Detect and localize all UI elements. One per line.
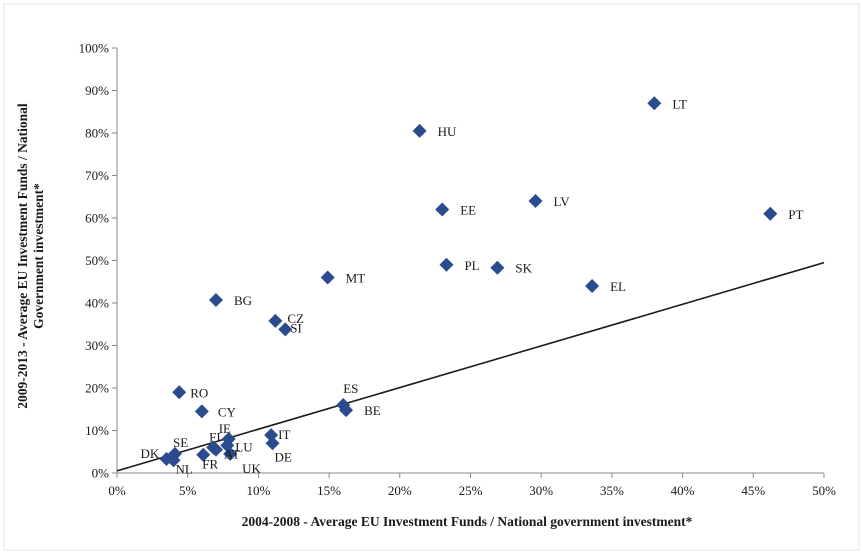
point-label-it: IT — [278, 427, 290, 442]
point-marker-cz — [268, 313, 283, 328]
y-tick-label: 10% — [85, 423, 109, 438]
point-marker-cy — [194, 404, 209, 419]
point-marker-de — [265, 436, 280, 451]
x-tick-label: 35% — [600, 483, 624, 498]
y-tick-label: 60% — [85, 211, 109, 226]
point-label-ie: IE — [219, 421, 231, 436]
point-label-ro: RO — [190, 385, 208, 400]
trendline-group — [116, 261, 825, 472]
point-label-es: ES — [343, 381, 358, 396]
point-label-cy: CY — [218, 404, 237, 419]
x-tick-label: 15% — [317, 483, 341, 498]
x-tick-label: 0% — [108, 483, 126, 498]
point-label-uk: UK — [242, 461, 261, 476]
point-label-mt: MT — [346, 271, 366, 286]
y-tick-label: 30% — [85, 338, 109, 353]
point-label-pl: PL — [464, 258, 479, 273]
y-tick-label: 100% — [79, 41, 110, 56]
point-label-nl: NL — [176, 461, 193, 476]
point-marker-uk — [223, 446, 238, 461]
x-tick-label: 10% — [246, 483, 270, 498]
point-label-el: EL — [610, 279, 626, 294]
point-marker-ee — [435, 202, 450, 217]
axes-group: 0% 10% 20% 30% 40% 50% 60% 70% 80% 90% 100% 0% 5% 10%… — [79, 41, 836, 499]
point-label-de: DE — [275, 449, 292, 464]
point-label-dk: DK — [140, 446, 159, 461]
y-axis-title-line1: 2009-2013 - Average EU Investment Funds … — [15, 103, 30, 409]
point-marker-at — [208, 442, 223, 457]
point-marker-fr — [196, 447, 211, 462]
point-label-hu: HU — [438, 124, 457, 139]
point-label-fi: FI — [209, 430, 221, 445]
point-marker-sk — [490, 260, 505, 275]
point-label-ee: EE — [460, 203, 476, 218]
y-tick-label: 0% — [92, 466, 110, 481]
point-label-pt: PT — [788, 207, 803, 222]
y-tick-label: 90% — [85, 83, 109, 98]
point-marker-ro — [172, 385, 187, 400]
point-label-sk: SK — [515, 261, 532, 276]
point-label-lt: LT — [672, 96, 687, 111]
point-label-lv: LV — [554, 194, 571, 209]
y-tick-label: 50% — [85, 253, 109, 268]
point-label-si: SI — [290, 320, 302, 335]
point-label-lu: LU — [235, 439, 253, 454]
point-label-se: SE — [173, 435, 188, 450]
x-axis-title: 2004-2008 - Average EU Investment Funds … — [242, 514, 693, 529]
point-label-cz: CZ — [287, 311, 304, 326]
point-label-be: BE — [364, 403, 381, 418]
point-marker-el — [585, 279, 600, 293]
x-tick-label: 40% — [671, 483, 695, 498]
point-marker-lv — [528, 194, 543, 208]
x-tick-label: 5% — [179, 483, 197, 498]
x-tick-label: 45% — [741, 483, 765, 498]
y-tick-label: 80% — [85, 126, 109, 141]
x-tick-label: 30% — [529, 483, 553, 498]
y-tick-label: 70% — [85, 168, 109, 183]
point-marker-lt — [647, 96, 662, 111]
points-group — [159, 96, 778, 468]
point-marker-mt — [320, 270, 335, 285]
point-label-bg: BG — [234, 293, 252, 308]
point-marker-be — [339, 403, 354, 418]
point-label-at: AT — [224, 447, 240, 462]
trendline — [116, 261, 825, 472]
y-tick-label: 40% — [85, 296, 109, 311]
point-marker-nl — [166, 453, 181, 468]
point-marker-hu — [412, 123, 427, 138]
y-axis-title-line2: Government investment* — [31, 183, 46, 329]
point-marker-pl — [439, 257, 454, 272]
x-tick-label: 50% — [812, 483, 836, 498]
point-marker-si — [278, 322, 293, 337]
y-tick-label: 20% — [85, 381, 109, 396]
point-marker-pt — [763, 206, 778, 221]
x-tick-label: 20% — [388, 483, 412, 498]
point-label-fr: FR — [202, 457, 218, 472]
chart-frame — [3, 3, 860, 551]
point-marker-bg — [208, 293, 223, 308]
x-tick-label: 25% — [459, 483, 483, 498]
